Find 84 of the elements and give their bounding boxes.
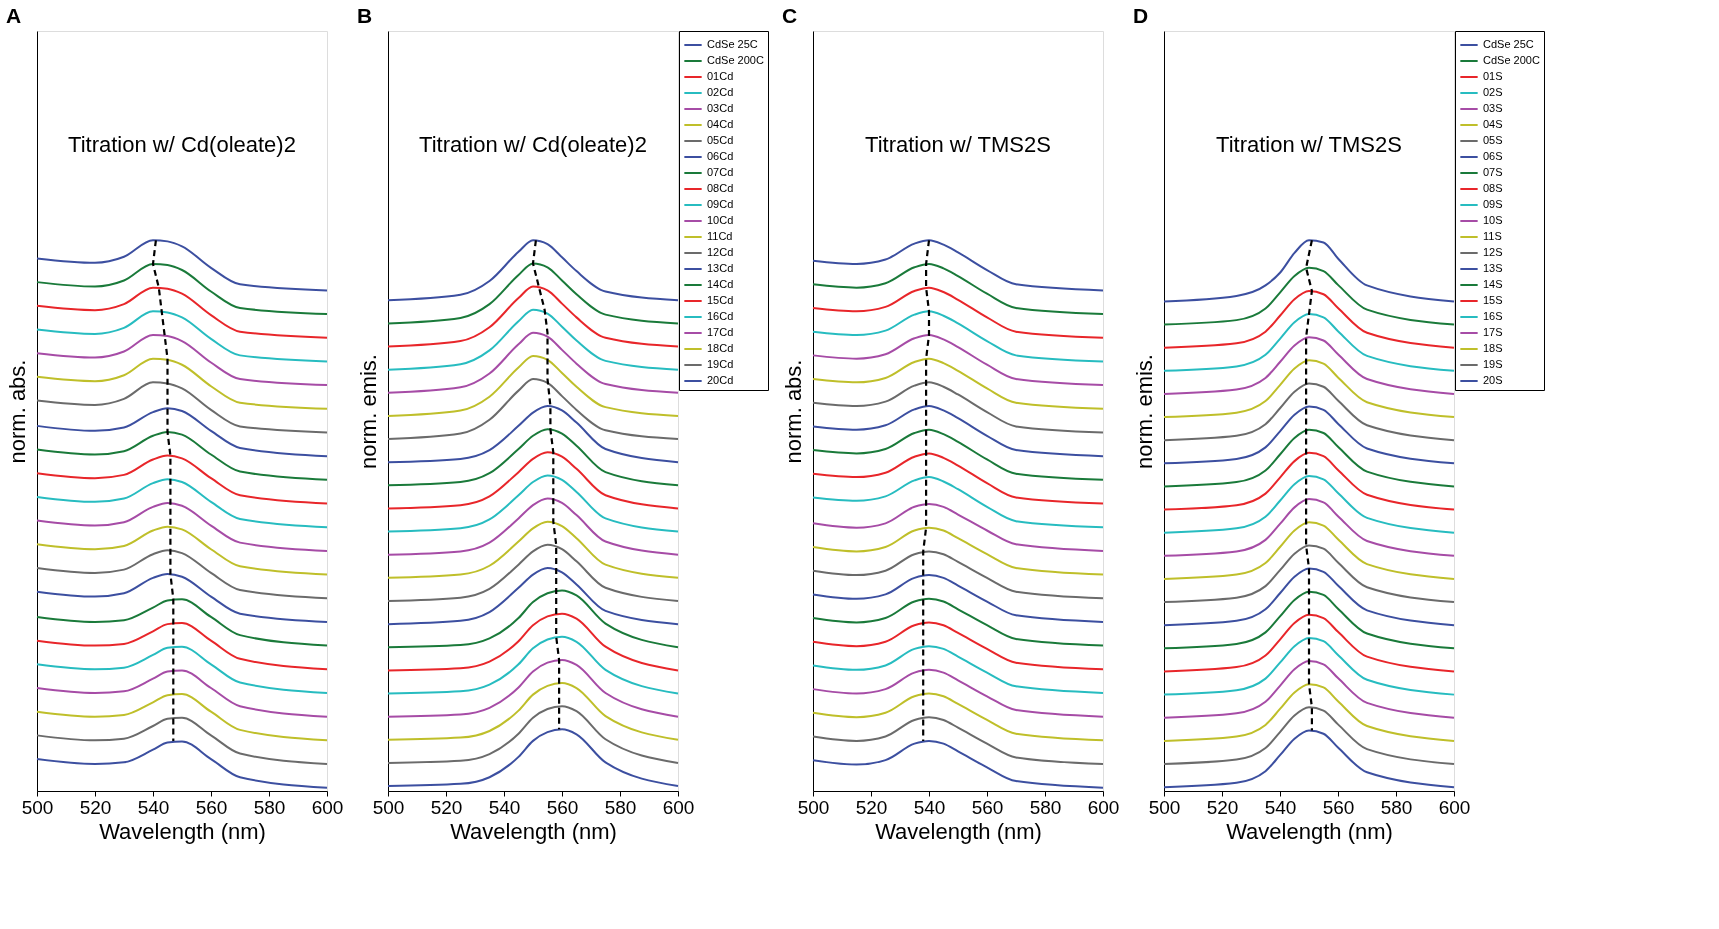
legend-label: 09S (1483, 198, 1503, 210)
x-tick-label: 580 (253, 796, 286, 818)
text: Titration w/ TMS2S (865, 132, 1051, 157)
legend-label: 14Cd (707, 278, 734, 290)
legend-label: 06S (1483, 150, 1503, 162)
x-tick-label: 560 (546, 796, 579, 818)
x-tick-label: 560 (195, 796, 228, 818)
legend-label: 15S (1483, 294, 1503, 306)
chart-title: B (357, 3, 373, 27)
legend-label: 11Cd (707, 230, 733, 242)
legend-label: 03Cd (707, 102, 734, 114)
legend-label: 01Cd (707, 70, 734, 82)
legend-label: 10S (1483, 214, 1503, 226)
text: Titration w/ Cd(oleate)2 (419, 132, 647, 157)
x-tick-label: 540 (488, 796, 521, 818)
x-tick-label: 500 (797, 796, 830, 818)
legend-label: 13S (1483, 262, 1503, 274)
text: Titration w/ Cd(oleate)2 (68, 132, 296, 157)
x-tick-label: 520 (79, 796, 112, 818)
chart-title: A (6, 4, 22, 27)
legend-label: 05S (1483, 134, 1503, 146)
y-axis-title: norm. abs. (4, 359, 30, 464)
x-axis-title: Wavelength (nm) (99, 818, 266, 844)
x-axis-title: Wavelength (nm) (1226, 818, 1393, 844)
legend-label: 06Cd (707, 150, 734, 162)
y-axis-title: norm. abs. (780, 359, 806, 464)
x-tick-label: 500 (1148, 796, 1181, 818)
legend-label: 18S (1483, 342, 1503, 354)
legend-label: 11S (1483, 230, 1502, 242)
x-tick-label: 600 (1438, 796, 1471, 818)
legend-label: 05Cd (707, 134, 734, 146)
legend-label: CdSe 200C (1483, 54, 1540, 66)
x-tick-label: 540 (913, 796, 946, 818)
legend-label: 16S (1483, 310, 1503, 322)
legend-label: 19S (1483, 358, 1503, 370)
x-tick-label: 520 (855, 796, 888, 818)
legend-label: 08Cd (707, 182, 734, 194)
x-tick-label: 560 (971, 796, 1004, 818)
legend-label: 02Cd (707, 86, 734, 98)
legend-label: 09Cd (707, 198, 734, 210)
x-tick-label: 600 (311, 796, 344, 818)
legend-label: 19Cd (707, 358, 734, 370)
chart-title: C (782, 4, 798, 27)
legend-label: 20S (1483, 374, 1503, 386)
x-tick-label: 500 (21, 796, 54, 818)
legend-label: CdSe 200C (707, 54, 764, 66)
legend-label: 04Cd (707, 118, 734, 130)
legend-label: 10Cd (707, 214, 734, 226)
legend-label: 18Cd (707, 342, 734, 354)
legend-label: 03S (1483, 102, 1503, 114)
legend-label: 17S (1483, 326, 1503, 338)
x-tick-label: 560 (1322, 796, 1355, 818)
x-tick-label: 580 (1029, 796, 1062, 818)
legend-label: 16Cd (707, 310, 734, 322)
text: Titration w/ TMS2S (1216, 132, 1402, 157)
x-tick-label: 520 (430, 796, 463, 818)
chart-title: D (1133, 3, 1149, 27)
legend-label: 12Cd (707, 246, 734, 258)
legend-label: CdSe 25C (707, 38, 758, 50)
x-tick-label: 600 (1087, 796, 1120, 818)
x-tick-label: 540 (1264, 796, 1297, 818)
y-axis-title: norm. emis. (355, 354, 381, 469)
legend-label: 15Cd (707, 294, 734, 306)
legend-label: 12S (1483, 246, 1503, 258)
x-tick-label: 520 (1206, 796, 1239, 818)
legend-label: 04S (1483, 118, 1503, 130)
x-tick-label: 580 (604, 796, 637, 818)
legend-label: 07Cd (707, 166, 734, 178)
x-tick-label: 540 (137, 796, 170, 818)
y-axis-title: norm. emis. (1131, 354, 1157, 469)
x-tick-label: 600 (662, 796, 695, 818)
legend-label: 01S (1483, 70, 1503, 82)
legend-label: 08S (1483, 182, 1503, 194)
legend-label: 13Cd (707, 262, 734, 274)
legend-label: 07S (1483, 166, 1503, 178)
legend-label: 02S (1483, 86, 1503, 98)
legend-label: 20Cd (707, 374, 734, 386)
x-tick-label: 500 (372, 796, 405, 818)
x-tick-label: 580 (1380, 796, 1413, 818)
legend-label: 14S (1483, 278, 1503, 290)
legend-label: 17Cd (707, 326, 734, 338)
x-axis-title: Wavelength (nm) (450, 818, 617, 844)
legend-label: CdSe 25C (1483, 38, 1534, 50)
x-axis-title: Wavelength (nm) (875, 818, 1042, 844)
